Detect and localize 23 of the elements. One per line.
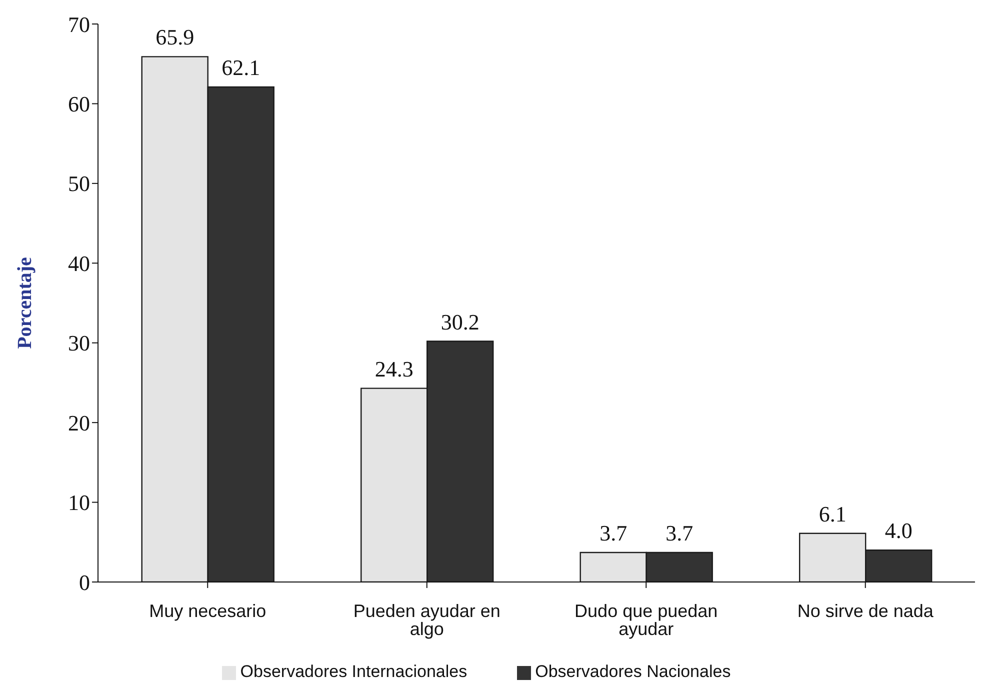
x-tick-label: Pueden ayudar en algo xyxy=(353,600,500,639)
data-label: 3.7 xyxy=(600,520,628,546)
data-label: 3.7 xyxy=(666,520,694,546)
x-tick-label: Muy necesario xyxy=(149,600,266,621)
data-label: 24.3 xyxy=(374,356,414,382)
y-axis-title: Porcentaje xyxy=(14,256,36,349)
y-tick-label: 20 xyxy=(68,410,90,436)
x-tick-label: No sirve de nada xyxy=(797,600,934,621)
data-label: 4.0 xyxy=(884,518,912,544)
data-label: 62.1 xyxy=(222,54,260,80)
x-tick-label: Dudo que puedan ayudar xyxy=(574,600,718,639)
legend-label: Observadores Nacionales xyxy=(535,662,731,681)
legend-label: Observadores Internacionales xyxy=(240,662,468,681)
data-label: 6.1 xyxy=(818,501,846,526)
y-tick-label: 50 xyxy=(68,171,90,196)
y-tick-label: 0 xyxy=(79,570,90,595)
y-tick-label: 10 xyxy=(68,490,90,516)
data-label: 30.2 xyxy=(440,309,480,334)
y-tick-label: 70 xyxy=(68,12,90,37)
y-tick-label: 40 xyxy=(68,250,90,276)
y-tick-label: 60 xyxy=(68,92,90,117)
y-tick-label: 30 xyxy=(68,330,90,356)
data-label: 65.9 xyxy=(156,24,194,50)
